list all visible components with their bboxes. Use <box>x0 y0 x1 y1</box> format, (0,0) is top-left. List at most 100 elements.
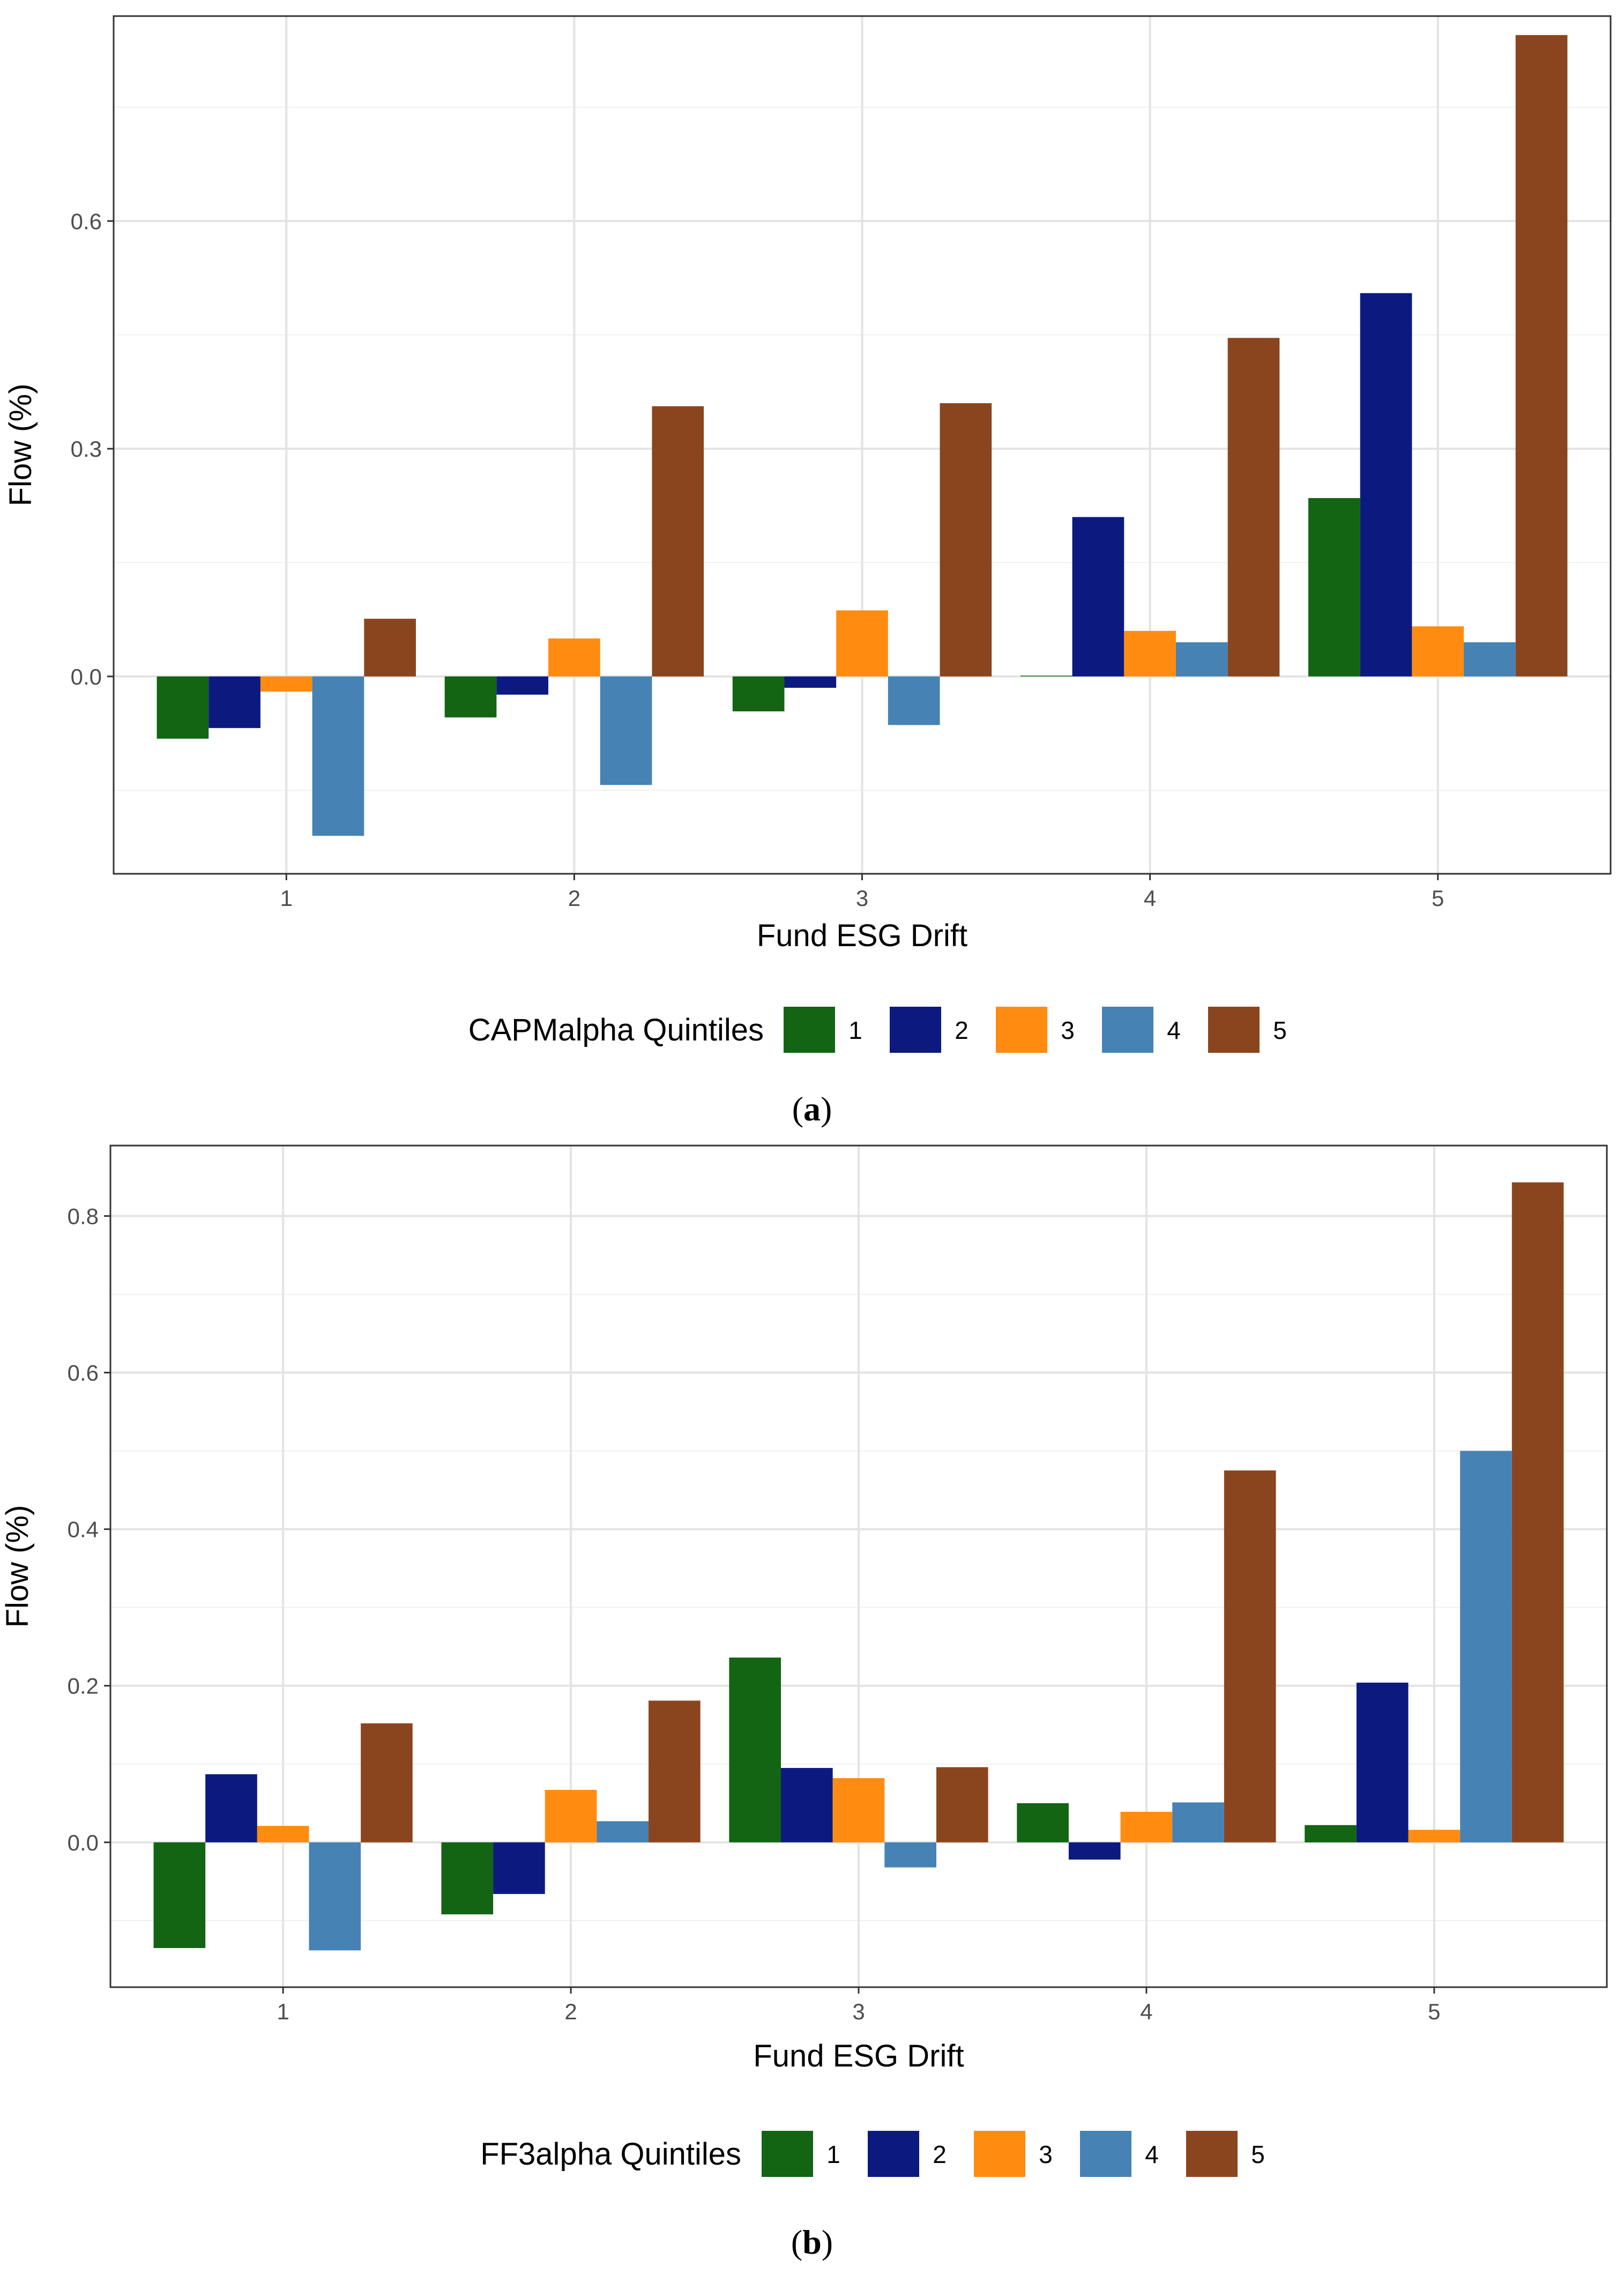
y-tick-label: 0.8 <box>68 1203 99 1229</box>
bar-series-3-cat-1 <box>260 676 312 692</box>
bar-series-2-cat-3 <box>781 1768 833 1842</box>
bar-series-4-cat-4 <box>1172 1802 1224 1842</box>
bar-series-2-cat-5 <box>1356 1682 1409 1842</box>
bar-series-4-cat-3 <box>884 1842 936 1868</box>
bar-series-3-cat-1 <box>257 1826 309 1842</box>
bar-series-3-cat-3 <box>836 610 888 677</box>
x-tick-label: 4 <box>1140 1999 1152 2024</box>
bar-series-5-cat-4 <box>1224 1470 1276 1842</box>
bar-series-4-cat-5 <box>1464 642 1516 677</box>
bar-series-5-cat-1 <box>361 1723 413 1842</box>
bar-series-1-cat-4 <box>1017 1803 1069 1842</box>
bar-series-2-cat-4 <box>1068 1842 1121 1860</box>
legend-label-5: 5 <box>1251 2140 1265 2168</box>
y-tick-label: 0.0 <box>68 1830 99 1855</box>
y-tick-label: 0.4 <box>68 1517 99 1542</box>
legend-key-3 <box>996 1007 1047 1053</box>
bar-series-5-cat-2 <box>649 1700 701 1842</box>
bar-series-2-cat-1 <box>205 1774 257 1842</box>
x-tick-label: 1 <box>277 1999 289 2024</box>
bar-series-5-cat-3 <box>936 1767 988 1842</box>
legend-title: CAPMalpha Quintiles <box>468 1013 764 1047</box>
bar-series-1-cat-5 <box>1308 498 1360 677</box>
panel-caption: (b) <box>791 2223 833 2261</box>
bar-series-5-cat-3 <box>940 403 992 677</box>
bar-series-4-cat-2 <box>600 676 652 785</box>
bar-series-2-cat-2 <box>496 676 549 695</box>
chart-panel-a: 0.0 0.3 0.6 1 2 3 4 5 Fund ESG Drift Flow (%) CAPM… <box>3 15 1612 1128</box>
bar-series-4-cat-5 <box>1460 1451 1512 1842</box>
y-tick-label: 0.0 <box>71 664 102 689</box>
y-tick-label: 0.6 <box>71 209 102 234</box>
legend-key-5 <box>1208 1007 1260 1053</box>
y-tick-label: 0.2 <box>68 1674 99 1699</box>
legend-key-3 <box>974 2131 1025 2177</box>
legend-label-5: 5 <box>1273 1016 1287 1044</box>
bar-series-3-cat-2 <box>548 638 600 677</box>
chart-panel-b: 0.0 0.2 0.4 0.6 0.8 1 2 3 4 5 Fund ESG Drift Flow (… <box>0 1144 1608 2261</box>
bar-series-4-cat-1 <box>312 676 364 836</box>
bar-series-3-cat-4 <box>1120 1811 1173 1842</box>
legend-label-4: 4 <box>1167 1016 1181 1044</box>
bar-series-2-cat-1 <box>208 676 260 729</box>
bar-series-1-cat-1 <box>157 676 209 739</box>
bar-series-1-cat-4 <box>1020 675 1072 677</box>
bar-series-4-cat-1 <box>309 1842 361 1951</box>
legend-label-2: 2 <box>933 2140 947 2168</box>
bar-series-4-cat-2 <box>597 1821 649 1842</box>
x-tick-label: 3 <box>856 886 868 911</box>
bar-series-1-cat-2 <box>441 1842 494 1915</box>
legend-label-4: 4 <box>1145 2140 1159 2168</box>
legend-key-1 <box>762 2131 813 2177</box>
legend-label-3: 3 <box>1061 1016 1075 1044</box>
bar-series-2-cat-2 <box>493 1842 545 1894</box>
legend-label-1: 1 <box>848 1016 862 1044</box>
x-axis-title: Fund ESG Drift <box>757 918 967 953</box>
bar-series-3-cat-4 <box>1124 630 1176 677</box>
bar-series-1-cat-3 <box>732 676 785 711</box>
legend-key-5 <box>1186 2131 1238 2177</box>
legend-title: FF3alpha Quintiles <box>480 2137 741 2172</box>
legend-key-2 <box>890 1007 941 1053</box>
bar-series-1-cat-2 <box>444 676 497 718</box>
x-tick-label: 4 <box>1144 886 1156 911</box>
x-tick-label: 3 <box>852 1999 865 2024</box>
bar-series-2-cat-5 <box>1360 293 1412 677</box>
bar-series-5-cat-5 <box>1515 35 1568 677</box>
legend-key-4 <box>1080 2131 1131 2177</box>
bar-series-5-cat-5 <box>1511 1182 1564 1842</box>
bar-series-2-cat-3 <box>784 676 837 688</box>
bar-series-1-cat-5 <box>1305 1825 1357 1842</box>
legend-label-1: 1 <box>826 2140 840 2168</box>
panel-letter: a <box>803 1090 821 1128</box>
x-tick-label: 2 <box>564 1999 577 2024</box>
bar-series-1-cat-3 <box>729 1657 781 1842</box>
bar-series-4-cat-3 <box>888 676 940 725</box>
y-tick-label: 0.6 <box>68 1361 99 1386</box>
legend-key-1 <box>784 1007 835 1053</box>
x-tick-label: 1 <box>280 886 293 911</box>
bar-series-3-cat-3 <box>832 1778 885 1842</box>
legend: FF3alpha Quintiles 1 2 3 4 5 <box>480 2131 1265 2177</box>
bar-series-5-cat-2 <box>652 406 704 677</box>
legend-label-3: 3 <box>1039 2140 1053 2168</box>
x-tick-label: 2 <box>568 886 580 911</box>
legend-label-2: 2 <box>955 1016 969 1044</box>
y-axis-title: Flow (%) <box>3 384 38 507</box>
bar-series-5-cat-1 <box>364 619 416 677</box>
legend-key-4 <box>1102 1007 1153 1053</box>
legend-key-2 <box>868 2131 919 2177</box>
bar-series-5-cat-4 <box>1227 338 1280 677</box>
panel-caption: (a) <box>792 1090 832 1128</box>
panel-letter: b <box>802 2223 822 2261</box>
bar-series-3-cat-5 <box>1412 626 1464 677</box>
x-tick-label: 5 <box>1428 1999 1440 2024</box>
legend: CAPMalpha Quintiles 1 2 3 4 5 <box>468 1007 1287 1053</box>
bar-series-1-cat-1 <box>153 1842 206 1948</box>
bar-series-3-cat-5 <box>1408 1830 1461 1842</box>
bar-series-2-cat-4 <box>1072 517 1124 677</box>
bar-series-3-cat-2 <box>545 1789 597 1842</box>
y-tick-label: 0.3 <box>71 436 102 462</box>
x-tick-label: 5 <box>1432 886 1444 911</box>
